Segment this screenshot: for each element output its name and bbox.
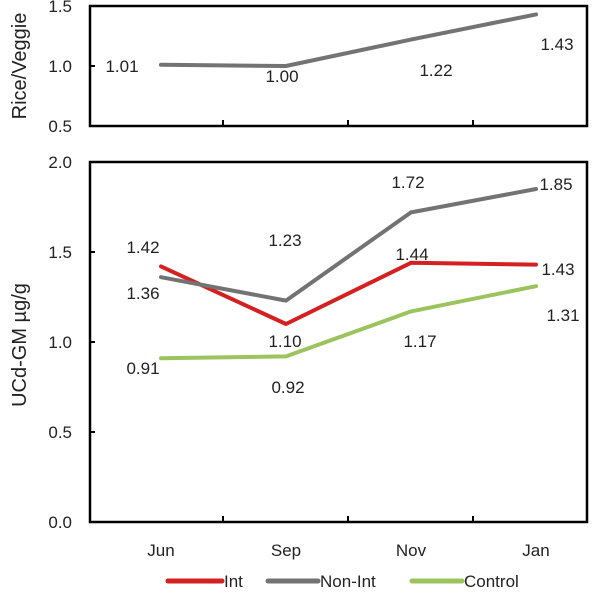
y-tick-label: 1.0 bbox=[48, 333, 72, 352]
legend-label: Non-Int bbox=[320, 572, 376, 590]
data-label: 1.85 bbox=[539, 175, 572, 194]
series-line-control bbox=[159, 284, 538, 361]
data-label: 1.72 bbox=[391, 173, 424, 192]
legend-label: Int bbox=[224, 572, 243, 590]
data-label: 0.91 bbox=[126, 359, 159, 378]
y-tick-label: 1.0 bbox=[48, 57, 72, 76]
data-label: 1.36 bbox=[126, 284, 159, 303]
y-tick-label: 0.0 bbox=[48, 513, 72, 532]
data-label: 1.17 bbox=[403, 332, 436, 351]
series-line-rice-veggie bbox=[159, 12, 538, 68]
data-label: 1.31 bbox=[546, 306, 579, 325]
series-line-non-int bbox=[159, 187, 538, 303]
top-y-axis-label: Rice/Veggie bbox=[9, 13, 31, 120]
data-label: 1.43 bbox=[541, 260, 574, 279]
bottom-y-axis-label: UCd-GM µg/g bbox=[9, 283, 31, 407]
data-label: 0.92 bbox=[271, 378, 304, 397]
x-tick-label: Jan bbox=[522, 541, 549, 560]
data-label: 1.44 bbox=[395, 245, 428, 264]
legend-label: Control bbox=[464, 572, 519, 590]
data-label: 1.00 bbox=[265, 67, 298, 86]
plot-frame-1 bbox=[88, 160, 589, 524]
y-tick-label: 1.5 bbox=[48, 243, 72, 262]
y-tick-label: 0.5 bbox=[48, 117, 72, 136]
series-line-int bbox=[159, 260, 538, 326]
y-tick-label: 1.5 bbox=[48, 0, 72, 16]
data-label: 1.22 bbox=[419, 61, 452, 80]
data-label: 1.42 bbox=[126, 238, 159, 257]
x-tick-label: Jun bbox=[147, 541, 174, 560]
y-tick-label: 0.5 bbox=[48, 423, 72, 442]
data-label: 1.10 bbox=[268, 332, 301, 351]
x-tick-label: Nov bbox=[396, 541, 427, 560]
y-tick-label: 2.0 bbox=[48, 153, 72, 172]
data-label: 1.23 bbox=[268, 231, 301, 250]
data-label: 1.01 bbox=[105, 57, 138, 76]
x-tick-label: Sep bbox=[271, 541, 301, 560]
data-label: 1.43 bbox=[540, 35, 573, 54]
